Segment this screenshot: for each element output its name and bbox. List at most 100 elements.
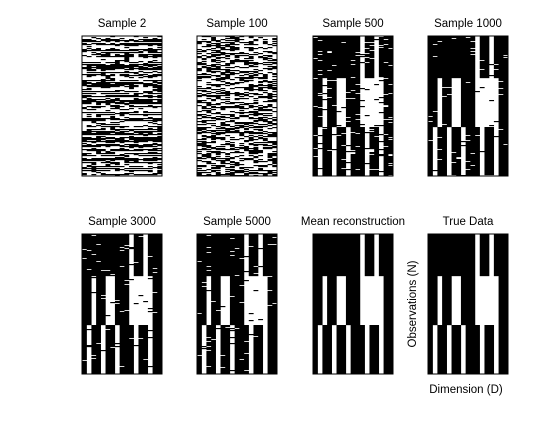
matrix-cell [465, 151, 495, 153]
matrix-cell [234, 336, 249, 338]
matrix-cell [267, 278, 278, 280]
matrix-cell [197, 275, 235, 277]
matrix-cell [206, 328, 235, 330]
matrix-cell [248, 236, 259, 238]
matrix-cell [119, 348, 134, 350]
matrix-cell [428, 90, 438, 92]
matrix-cell [138, 55, 149, 57]
matrix-cell [152, 336, 163, 338]
matrix-cell [82, 153, 92, 155]
matrix-cell [82, 344, 87, 346]
matrix-cell [465, 159, 480, 161]
matrix-cell [138, 358, 149, 360]
matrix-cell [493, 74, 509, 76]
matrix-cell [479, 43, 490, 45]
matrix-cell [498, 105, 509, 107]
matrix-cell [143, 95, 153, 97]
matrix-cell [484, 354, 495, 356]
matrix-cell [428, 166, 433, 168]
matrix-cell [336, 348, 347, 350]
matrix-cell [248, 254, 259, 256]
matrix-cell [428, 173, 433, 175]
matrix-cell [82, 280, 92, 282]
matrix-cell [313, 265, 361, 267]
matrix-cell [206, 340, 216, 342]
matrix-cell [493, 253, 509, 255]
matrix-cell [206, 93, 212, 95]
matrix-cell [105, 165, 111, 167]
matrix-cell [327, 107, 337, 109]
matrix-cell [383, 362, 394, 364]
matrix-cell [197, 133, 202, 135]
matrix-cell [437, 326, 447, 328]
matrix-cell [133, 269, 144, 271]
matrix-cell [484, 342, 495, 344]
matrix-cell [258, 155, 264, 157]
matrix-cell [451, 148, 462, 150]
matrix-cell [364, 41, 375, 43]
matrix-cell [82, 307, 92, 309]
matrix-cell [197, 366, 202, 368]
matrix-cell [220, 372, 231, 374]
matrix-cell [322, 337, 332, 339]
matrix-cell [262, 75, 268, 77]
panel-title: Sample 5000 [203, 216, 271, 228]
matrix-cell [143, 135, 149, 137]
matrix-cell [82, 277, 106, 279]
matrix-cell [364, 77, 375, 79]
matrix-cell [442, 304, 452, 306]
matrix-cell [350, 149, 365, 151]
matrix-cell [460, 83, 476, 85]
matrix-cell [369, 144, 380, 146]
matrix-cell [206, 96, 221, 98]
matrix-cell [105, 95, 139, 97]
matrix-cell [197, 309, 207, 311]
matrix-cell [498, 324, 509, 326]
matrix-cell [460, 102, 476, 104]
matrix-cell [82, 346, 101, 348]
matrix-cell [437, 169, 447, 171]
matrix-cell [91, 360, 101, 362]
matrix-cell [498, 334, 509, 336]
matrix-cell [313, 288, 323, 290]
matrix-cell [364, 271, 375, 273]
matrix-cell [364, 61, 375, 63]
matrix-cell [133, 174, 158, 176]
matrix-cell [313, 355, 318, 357]
matrix-cell [152, 340, 163, 342]
matrix-cell [147, 117, 153, 119]
matrix-cell [206, 111, 212, 113]
matrix-cell [152, 314, 163, 316]
matrix-cell [322, 347, 332, 349]
matrix-cell [143, 160, 158, 162]
matrix-cell [86, 165, 92, 167]
matrix-cell [498, 170, 509, 172]
matrix-cell [336, 367, 347, 369]
matrix-cell [147, 51, 158, 53]
matrix-cell [465, 369, 480, 371]
matrix-cell [460, 307, 476, 309]
matrix-cell [272, 38, 278, 40]
matrix-cell [313, 121, 323, 123]
matrix-cell [229, 137, 235, 139]
matrix-cell [220, 335, 231, 337]
matrix-cell [484, 148, 495, 150]
matrix-cell [82, 343, 87, 345]
matrix-cell [465, 328, 480, 330]
matrix-cell [96, 103, 101, 105]
matrix-cell [124, 58, 130, 60]
matrix-cell [383, 109, 394, 111]
matrix-cell [229, 304, 245, 306]
matrix-cell [355, 60, 361, 62]
matrix-cell [225, 55, 231, 57]
matrix-cell [369, 156, 380, 158]
matrix-cell [124, 45, 139, 47]
matrix-cell [428, 271, 476, 273]
matrix-cell [197, 342, 202, 344]
matrix-cell [484, 331, 495, 333]
matrix-cell [313, 73, 361, 75]
matrix-cell [262, 139, 268, 141]
matrix-cell [96, 68, 125, 70]
matrix-cell [350, 147, 365, 149]
matrix-cell [248, 137, 254, 139]
